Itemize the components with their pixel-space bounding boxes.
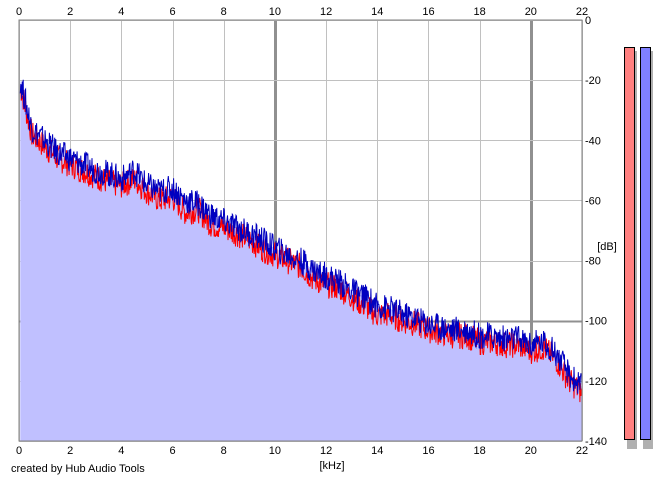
x-tick-label-top: 18	[474, 6, 486, 18]
x-tick-label-top: 0	[16, 6, 22, 18]
y-tick-label: 0	[585, 15, 591, 27]
x-tick-label-top: 4	[118, 6, 124, 18]
x-tick-label-bottom: 10	[269, 445, 281, 457]
y-tick-label: -40	[585, 135, 601, 147]
x-tick-label-top: 12	[320, 6, 332, 18]
spectrum-area	[20, 80, 583, 441]
level-meter-1	[624, 47, 635, 440]
plot-frame	[18, 19, 583, 442]
spectrum-fill	[20, 80, 583, 441]
level-meters	[624, 47, 653, 449]
x-tick-label-bottom: 14	[371, 445, 383, 457]
x-tick-label-bottom: 4	[118, 445, 124, 457]
x-tick-label-bottom: 22	[576, 445, 588, 457]
x-tick-label-top: 8	[221, 6, 227, 18]
x-axis-label: [kHz]	[319, 460, 344, 472]
y-tick-label: -120	[585, 376, 607, 388]
x-tick-label-top: 2	[67, 6, 73, 18]
x-tick-label-top: 20	[525, 6, 537, 18]
y-tick-label: -60	[585, 195, 601, 207]
x-tick-label-bottom: 2	[67, 445, 73, 457]
level-meter-2	[640, 47, 651, 440]
x-tick-label-top: 14	[371, 6, 383, 18]
x-tick-label-bottom: 12	[320, 445, 332, 457]
x-tick-label-bottom: 8	[221, 445, 227, 457]
x-tick-label-top: 10	[269, 6, 281, 18]
credit-text: created by Hub Audio Tools	[11, 463, 145, 475]
y-tick-label: -20	[585, 75, 601, 87]
y-axis-label: [dB]	[597, 241, 617, 253]
x-tick-label-top: 6	[169, 6, 175, 18]
x-ticks-bottom: 0 2 4 6 8 10 12 14 16 18 20 22	[16, 445, 588, 457]
y-ticks: 0 -20 -40 -60 -80 -100 -120 -140	[585, 15, 607, 448]
x-tick-label-bottom: 16	[422, 445, 434, 457]
spectrum-lines	[19, 79, 583, 403]
series-line-2	[19, 79, 583, 394]
x-tick-label-bottom: 20	[525, 445, 537, 457]
x-tick-label-top: 16	[422, 6, 434, 18]
x-ticks-top: 0 2 4 6 8 10 12 14 16 18 20 22	[16, 6, 588, 18]
y-tick-label: -100	[585, 316, 607, 328]
x-tick-label-top: 22	[576, 6, 588, 18]
x-tick-label-bottom: 0	[16, 445, 22, 457]
y-tick-label: -140	[585, 436, 607, 448]
x-tick-label-bottom: 6	[169, 445, 175, 457]
y-tick-label: -80	[585, 256, 601, 268]
x-tick-label-bottom: 18	[474, 445, 486, 457]
